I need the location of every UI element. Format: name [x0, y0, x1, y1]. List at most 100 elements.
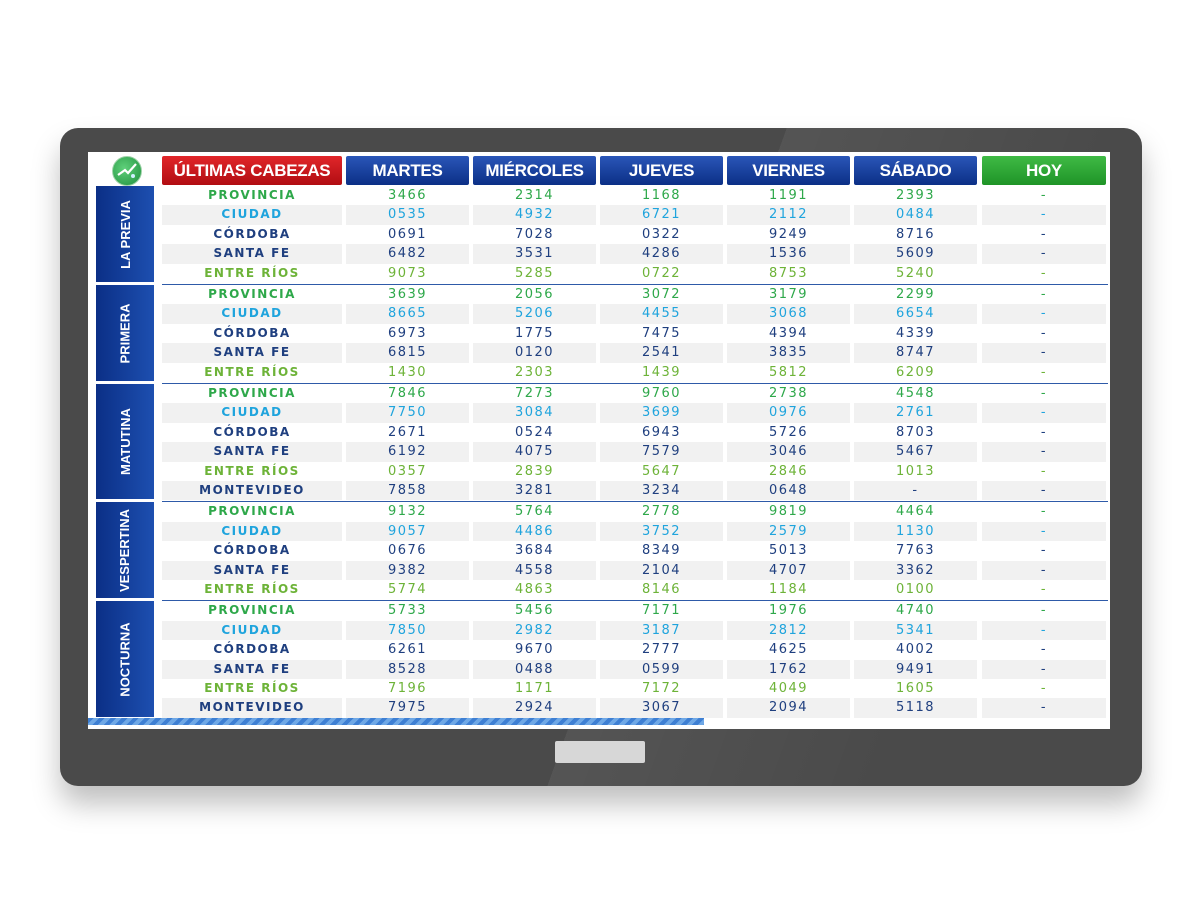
result-value: 3072 [641, 287, 682, 302]
result-value: 6943 [641, 424, 682, 440]
result-value: 2104 [600, 560, 723, 580]
section-divider [162, 599, 1108, 601]
table-row: CÓRDOBA 6261 9670 2777 4625 4002 - [162, 640, 1108, 659]
result-value: 5647 [641, 463, 682, 479]
result-value: 5609 [854, 244, 977, 264]
city-name: CIUDAD [162, 521, 342, 542]
result-value: 6721 [600, 205, 723, 225]
result-value: 1191 [768, 188, 809, 203]
today-value: - [982, 304, 1106, 324]
today-value: - [982, 560, 1106, 580]
result-value: 1184 [768, 582, 809, 597]
today-value: - [1040, 325, 1048, 341]
table-row: ENTRE RÍOS 1430 2303 1439 5812 6209 - [162, 363, 1108, 382]
result-value: 4863 [514, 582, 555, 597]
city-name: SANTA FE [162, 343, 342, 363]
city-name: ENTRE RÍOS [204, 582, 300, 596]
result-value: 0322 [641, 226, 682, 242]
header-hoy: HOY [982, 156, 1106, 185]
result-value: 3067 [600, 698, 723, 718]
city-name: CÓRDOBA [213, 226, 291, 241]
result-value: 7858 [346, 481, 469, 501]
city-name: CIUDAD [162, 304, 342, 324]
table-row: CIUDAD 0535 4932 6721 2112 0484- [162, 205, 1108, 225]
city-name: CIUDAD [162, 403, 342, 423]
result-value: 8528 [346, 659, 469, 679]
result-value: 4339 [895, 325, 936, 341]
result-value: 1439 [641, 364, 682, 380]
city-name: CÓRDOBA [213, 543, 291, 558]
result-value: 7750 [346, 403, 469, 423]
result-value: 3362 [854, 560, 977, 580]
today-value: - [1040, 226, 1048, 242]
result-value: 4548 [895, 386, 936, 401]
result-value: 0488 [473, 659, 596, 679]
scroll-progress-bar [88, 718, 704, 725]
result-value: 2056 [514, 287, 555, 302]
result-value: 1976 [768, 603, 809, 619]
section-tab: MATUTINA [96, 384, 154, 500]
today-value: - [1040, 582, 1048, 597]
result-value: 2812 [727, 620, 850, 641]
today-value: - [1040, 265, 1048, 281]
city-name: PROVINCIA [208, 603, 296, 618]
result-value: 7273 [514, 386, 555, 401]
result-value: 7763 [895, 543, 936, 559]
result-value: 2777 [641, 642, 682, 658]
result-value: 5774 [387, 582, 428, 597]
result-value: 3187 [600, 620, 723, 641]
result-value: 2846 [768, 463, 809, 479]
today-value: - [982, 481, 1106, 501]
result-value: 3639 [387, 287, 428, 302]
result-value: 1762 [727, 659, 850, 679]
today-value: - [982, 343, 1106, 363]
result-value: 8703 [895, 424, 936, 440]
result-value: 6209 [895, 364, 936, 380]
result-value: 8753 [768, 265, 809, 281]
result-value: 4558 [473, 560, 596, 580]
section-label: VESPERTINA [117, 508, 133, 592]
result-value: 2094 [727, 698, 850, 718]
today-value: - [1040, 463, 1048, 479]
result-value: 4075 [473, 442, 596, 462]
city-name: CÓRDOBA [213, 642, 291, 657]
result-value: 1536 [727, 244, 850, 264]
section-label: LA PREVIA [117, 199, 133, 269]
header-day-miercoles: MIÉRCOLES [473, 156, 596, 185]
result-value: 8747 [854, 343, 977, 363]
result-value: 2924 [473, 698, 596, 718]
result-value: 3699 [600, 403, 723, 423]
monitor-button [555, 741, 645, 763]
city-name: ENTRE RÍOS [204, 265, 300, 280]
result-value: 5467 [854, 442, 977, 462]
result-value: 2299 [895, 287, 936, 302]
city-name: SANTA FE [162, 560, 342, 580]
result-value: 3466 [387, 188, 428, 203]
section-tab: PRIMERA [96, 285, 154, 381]
result-value: 3046 [727, 442, 850, 462]
result-value: 4625 [768, 642, 809, 658]
table-row: CÓRDOBA 6973 1775 7475 4394 4339 - [162, 324, 1108, 343]
section-tab: VESPERTINA [96, 502, 154, 599]
result-value: 0100 [895, 582, 936, 597]
result-value: 9073 [387, 265, 428, 281]
today-value: - [982, 403, 1106, 423]
result-value: 3684 [514, 543, 555, 559]
result-value: 1775 [514, 325, 555, 341]
result-value: 5726 [768, 424, 809, 440]
today-value: - [1040, 504, 1048, 520]
city-name: PROVINCIA [208, 188, 296, 202]
city-name: ENTRE RÍOS [204, 364, 300, 379]
result-value: 4740 [895, 603, 936, 619]
result-value: 2738 [768, 386, 809, 401]
result-value: 5240 [895, 265, 936, 281]
city-name: SANTA FE [162, 659, 342, 679]
today-value: - [1040, 287, 1048, 302]
result-value: 8349 [641, 543, 682, 559]
table-row: ENTRE RÍOS 5774 4863 8146 1184 0100 - [162, 580, 1108, 599]
result-value: 2393 [895, 188, 936, 203]
city-name: CÓRDOBA [213, 424, 291, 439]
table-row: MONTEVIDEO 7975 2924 3067 2094 5118- [162, 698, 1108, 718]
result-value: 4049 [768, 681, 809, 696]
logo-icon [112, 156, 142, 186]
